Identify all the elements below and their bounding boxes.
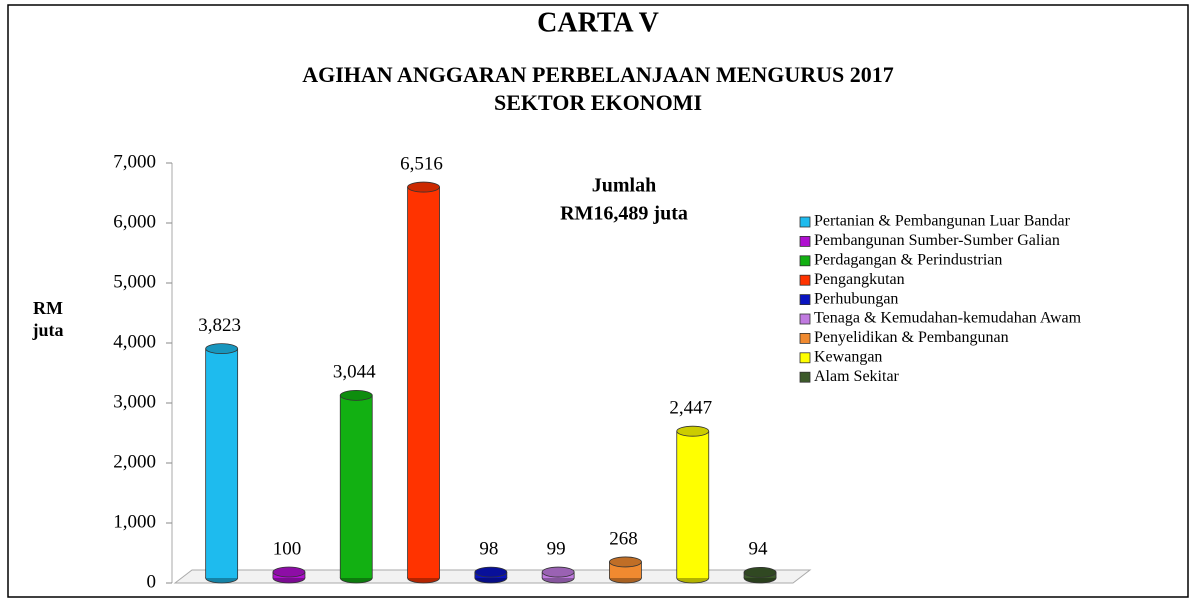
legend-swatch: [799, 216, 811, 228]
y-tick-label: 2,000: [113, 451, 156, 472]
chart-title: CARTA V: [537, 7, 659, 38]
cylinder-top: [474, 566, 508, 578]
chart-subtitle: AGIHAN ANGGARAN PERBELANJAAN MENGURUS 20…: [302, 62, 894, 87]
legend-label: Pertanian & Pembangunan Luar Bandar: [814, 213, 1071, 230]
legend-swatch: [799, 371, 811, 383]
legend-label: Perdagangan & Perindustrian: [814, 251, 1002, 268]
y-axis-label: RM: [33, 298, 63, 318]
legend-label: Alam Sekitar: [814, 368, 900, 385]
value-label: 6,516: [400, 153, 443, 174]
y-axis-label: juta: [32, 320, 64, 340]
value-label: 3,044: [333, 362, 376, 383]
annotation: Jumlah: [592, 175, 656, 197]
legend-label: Tenaga & Kemudahan-kemudahan Awam: [814, 310, 1082, 327]
cylinder-top: [407, 181, 440, 193]
bar: [676, 431, 709, 578]
cylinder: [205, 343, 239, 584]
cylinder: [676, 425, 710, 584]
legend-swatch: [799, 235, 811, 247]
legend-label: Pengangkutan: [814, 271, 905, 288]
legend-swatch: [799, 294, 811, 306]
value-label: 268: [609, 528, 638, 549]
cylinder: [609, 556, 642, 584]
annotation: RM16,489 juta: [560, 203, 688, 225]
legend-swatch: [799, 332, 811, 344]
cylinder-top: [339, 389, 373, 401]
legend-label: Perhubungan: [814, 290, 898, 307]
cylinder: [474, 566, 508, 584]
chart-subtitle: SEKTOR EKONOMI: [494, 90, 702, 115]
cylinder: [541, 566, 575, 584]
y-tick-label: 7,000: [113, 151, 156, 172]
y-tick-label: 5,000: [113, 271, 156, 292]
y-tick-label: 4,000: [113, 331, 156, 352]
legend-label: Pembangunan Sumber-Sumber Galian: [814, 232, 1060, 249]
value-label: 99: [547, 538, 566, 559]
bar: [205, 348, 238, 578]
cylinder: [743, 566, 777, 584]
legend-label: Penyelidikan & Pembangunan: [814, 329, 1009, 346]
legend-swatch: [799, 313, 811, 325]
y-tick-label: 3,000: [113, 391, 156, 412]
bar: [340, 395, 373, 578]
legend-label: Kewangan: [814, 348, 882, 365]
y-tick-label: 6,000: [113, 211, 156, 232]
value-label: 98: [479, 538, 498, 559]
cylinder-top: [676, 425, 710, 437]
legend-swatch: [799, 352, 811, 364]
cylinder-top: [541, 566, 575, 578]
cylinder-top: [272, 566, 306, 578]
cylinder: [407, 181, 440, 584]
value-label: 94: [749, 539, 769, 560]
y-tick-label: 1,000: [113, 511, 156, 532]
cylinder: [272, 566, 306, 584]
bar: [407, 187, 440, 579]
cylinder-top: [609, 556, 642, 568]
value-label: 100: [273, 538, 302, 559]
cylinder-top: [743, 566, 777, 578]
frame: [7, 4, 1189, 598]
legend-swatch: [799, 274, 811, 286]
y-tick-label: 0: [147, 571, 157, 592]
legend-swatch: [799, 255, 811, 267]
value-label: 3,823: [198, 315, 241, 336]
value-label: 2,447: [669, 398, 712, 419]
cylinder-top: [205, 343, 239, 355]
cylinder: [339, 389, 373, 584]
